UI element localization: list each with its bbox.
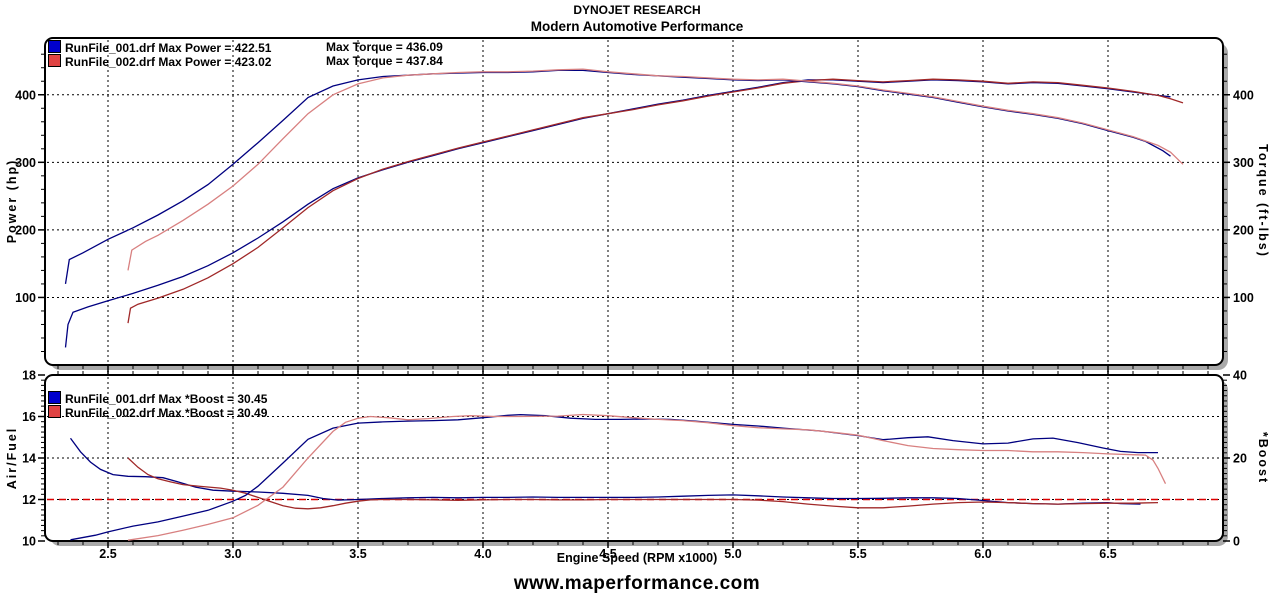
af-boost-chart-ticks: 10 12 14 16 18 0 20 40 2.5 3.0 3.5 4.0 4.5 5.0 5.5 6.0 6… <box>22 369 1247 562</box>
svg-text:12: 12 <box>22 493 36 507</box>
svg-text:10: 10 <box>22 535 36 549</box>
svg-text:18: 18 <box>22 369 36 383</box>
power-torque-chart-grid <box>47 40 1221 363</box>
svg-text:14: 14 <box>22 452 36 466</box>
run2-swatch-icon <box>48 54 61 67</box>
run2-boost-legend-text: RunFile_002.drf Max *Boost = 30.49 <box>65 406 268 420</box>
run1-airfuel-line <box>69 437 1141 505</box>
svg-text:2.5: 2.5 <box>99 547 116 561</box>
svg-text:5.5: 5.5 <box>849 547 866 561</box>
svg-text:5.0: 5.0 <box>724 547 741 561</box>
svg-text:3.0: 3.0 <box>224 547 241 561</box>
power-chart-legend: RunFile_001.drf Max Power = 422.51 Max T… <box>48 40 443 69</box>
airfuel-axis-title: Air/Fuel <box>5 426 19 490</box>
svg-text:16: 16 <box>22 410 36 424</box>
x-axis-title: Engine Speed (RPM x1000) <box>556 551 718 565</box>
legend-row-run2: RunFile_002.drf Max Power = 423.02 Max T… <box>48 54 443 69</box>
svg-text:200: 200 <box>15 223 36 237</box>
legend-row-run1-boost: RunFile_001.drf Max *Boost = 30.45 <box>48 391 268 406</box>
svg-text:100: 100 <box>15 291 36 305</box>
af-boost-chart-grid <box>47 377 1221 539</box>
svg-text:4.0: 4.0 <box>474 547 491 561</box>
run2-airfuel-line <box>127 457 1159 510</box>
run1-torque-legend-text: Max Torque = 436.09 <box>326 40 443 54</box>
svg-text:300: 300 <box>1233 156 1254 170</box>
run2-power-legend-text: RunFile_002.drf Max Power = 423.02 <box>65 55 272 69</box>
run2-torque-legend-text: Max Torque = 437.84 <box>326 54 443 68</box>
run1-boost-swatch-icon <box>48 391 61 404</box>
boost-chart-legend: RunFile_001.drf Max *Boost = 30.45 RunFi… <box>48 391 268 420</box>
run1-boost-line <box>70 413 1158 541</box>
run2-power-line <box>127 78 1184 324</box>
run1-boost-legend-text: RunFile_001.drf Max *Boost = 30.45 <box>65 392 268 406</box>
svg-text:100: 100 <box>1233 291 1254 305</box>
svg-text:6.0: 6.0 <box>974 547 991 561</box>
svg-text:300: 300 <box>15 156 36 170</box>
shop-title: Modern Automotive Performance <box>530 19 744 34</box>
svg-text:6.5: 6.5 <box>1099 547 1116 561</box>
svg-text:400: 400 <box>15 88 36 102</box>
footer-url: www.maperformance.com <box>513 573 761 594</box>
legend-row-run1: RunFile_001.drf Max Power = 422.51 Max T… <box>48 40 443 55</box>
run2-boost-swatch-icon <box>48 405 61 418</box>
power-torque-chart: 100 200 300 400 100 200 300 400 <box>15 37 1254 372</box>
power-axis-title: Power (hp) <box>5 158 19 244</box>
svg-text:400: 400 <box>1233 88 1254 102</box>
torque-axis-title: Torque (ft-lbs) <box>1256 144 1270 258</box>
af-boost-chart: 10 12 14 16 18 0 20 40 2.5 3.0 3.5 4.0 4.5 5.0 5.5 6.0 6… <box>22 369 1247 562</box>
legend-row-run2-boost: RunFile_002.drf Max *Boost = 30.49 <box>48 405 268 420</box>
svg-text:3.5: 3.5 <box>349 547 366 561</box>
run2-boost-line <box>127 413 1167 541</box>
svg-text:0: 0 <box>1233 535 1240 549</box>
svg-text:20: 20 <box>1233 452 1247 466</box>
svg-text:40: 40 <box>1233 369 1247 383</box>
svg-text:200: 200 <box>1233 223 1254 237</box>
run1-swatch-icon <box>48 40 61 53</box>
boost-axis-title: *Boost <box>1256 431 1270 485</box>
run2-torque-line <box>127 68 1184 271</box>
svg-text:4.5: 4.5 <box>599 547 616 561</box>
brand-title: DYNOJET RESEARCH <box>573 3 701 17</box>
power-torque-chart-ticks: 100 200 300 400 100 200 300 400 <box>15 53 1254 372</box>
run1-torque-line <box>64 69 1171 285</box>
run1-power-legend-text: RunFile_001.drf Max Power = 422.51 <box>65 41 272 55</box>
